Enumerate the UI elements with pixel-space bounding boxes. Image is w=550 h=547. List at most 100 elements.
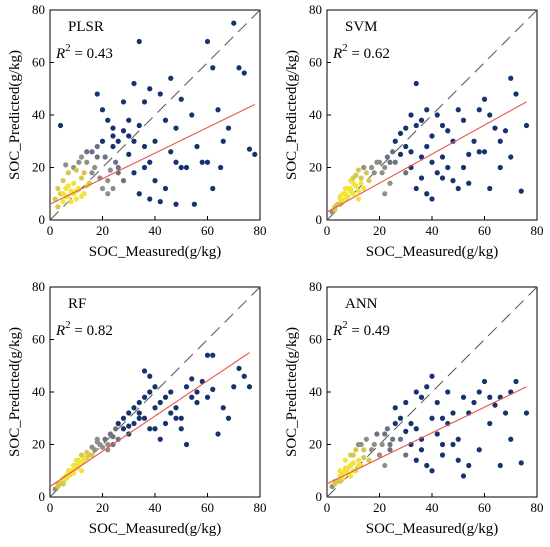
data-point [231,20,237,26]
data-point [481,378,488,385]
data-point [363,170,369,176]
data-point [99,107,106,113]
r2-value: = 0.82 [71,323,113,339]
y-tick-label: 40 [309,384,322,399]
data-point [403,452,409,458]
data-point [403,170,409,176]
data-point [102,154,108,160]
data-point [147,426,153,432]
data-point [413,80,419,87]
data-point [136,415,142,421]
x-tick-label: 20 [373,223,386,238]
r2-superscript: 2 [342,319,348,331]
r2-label: R2 = 0.82 [55,319,113,339]
data-point [374,431,380,437]
r2-label: R2 = 0.43 [55,42,113,62]
r2-superscript: 2 [342,42,348,54]
x-tick-label: 60 [478,223,491,238]
data-point [445,389,451,395]
data-point [110,133,116,139]
data-point [173,125,179,131]
data-point [361,455,367,461]
model-label: RF [68,296,86,312]
data-point [147,159,153,165]
data-point [392,405,398,411]
data-point [178,426,184,432]
panel-ann: 0 20 40 60 80 0 20 40 60 80 SOC_Measured(g/kg) SOC_… [284,279,544,537]
data-point [471,399,477,406]
data-point [466,180,472,186]
data-point [84,449,90,455]
data-point [497,462,503,469]
data-point [403,143,409,150]
data-point [397,415,404,421]
regression-line [49,104,255,205]
data-point [366,457,372,463]
data-point [204,159,211,165]
data-point [215,431,221,437]
data-point [418,394,425,400]
data-point [220,405,226,411]
data-point [382,431,388,437]
data-point [337,478,343,484]
data-point [168,389,174,395]
y-tick-label: 60 [309,55,322,70]
data-point [397,130,404,136]
data-point [173,201,179,207]
y-axis-label: SOC_Predicted(g/kg) [284,50,300,180]
data-point [408,112,414,118]
data-point [342,457,348,463]
data-point [105,191,111,197]
data-point [225,415,232,421]
data-point [73,167,79,173]
data-point [350,175,356,181]
data-point [115,138,121,144]
data-point [371,170,377,176]
data-point [337,193,343,199]
y-tick-label: 20 [32,160,45,175]
data-point [424,462,430,469]
r2-symbol: R [55,46,65,62]
data-point [183,441,190,448]
data-point [413,122,419,129]
data-point [418,447,425,453]
data-point [481,96,488,102]
data-point [173,159,179,165]
data-point [55,185,61,192]
data-point [450,138,456,144]
x-tick-label: 0 [324,223,331,238]
data-point [168,149,174,155]
data-point [157,436,163,442]
data-point [413,389,419,395]
data-point [439,452,446,458]
data-point [102,436,108,442]
data-point [105,441,111,448]
data-point [65,468,71,474]
data-point [89,444,95,450]
y-tick-label: 80 [309,279,322,294]
panel-rf: 0 20 40 60 80 0 20 40 60 80 SOC_Measured(g/kg) SOC_… [7,279,267,537]
data-point [78,468,85,474]
data-point [476,107,482,113]
data-point [439,441,446,448]
data-point [141,99,148,105]
data-point [518,188,524,194]
data-point [487,394,493,400]
data-point [194,399,200,406]
data-point [60,481,66,487]
data-point [157,199,163,205]
data-point [94,91,100,97]
data-point [71,462,77,469]
data-point [439,175,446,181]
data-point [126,117,132,123]
data-point [81,170,87,176]
data-point [252,151,258,157]
data-point [382,462,388,469]
data-point [355,188,362,194]
r2-symbol: R [55,323,65,339]
data-point [94,436,100,442]
data-point [460,473,467,479]
model-label: SVM [345,19,378,35]
data-point [152,405,158,411]
